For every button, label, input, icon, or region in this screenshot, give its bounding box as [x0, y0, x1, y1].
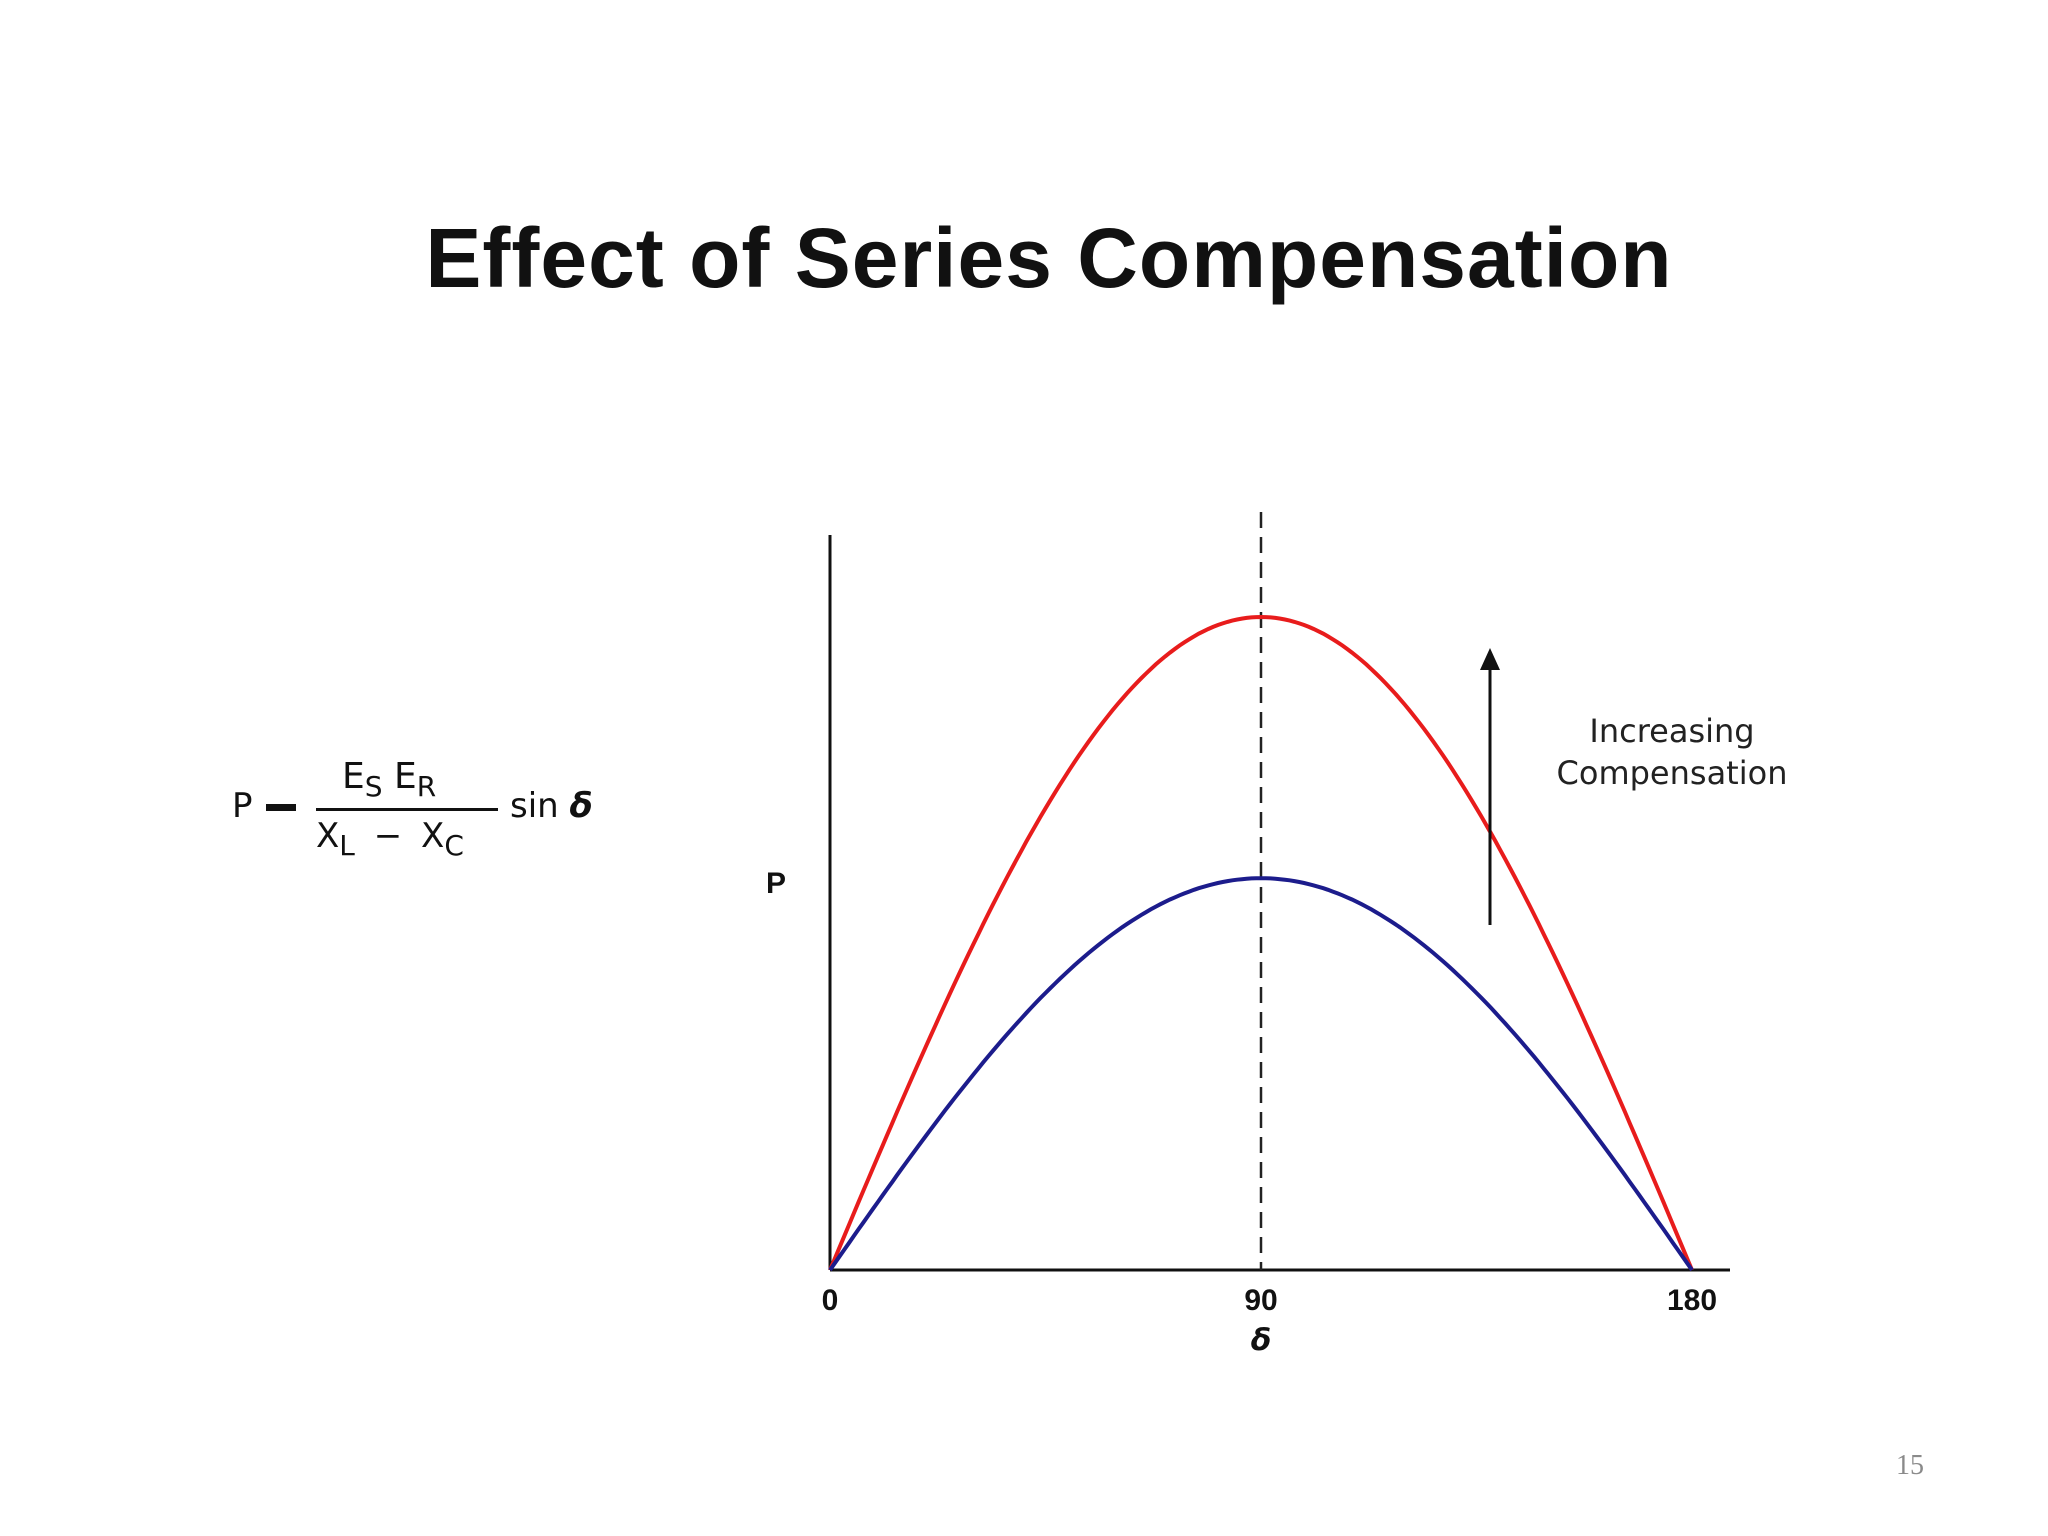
xc-symbol: X	[421, 816, 445, 856]
sin-function: sin	[510, 786, 559, 826]
xc-subscript: C	[444, 829, 464, 862]
fraction-bar	[316, 808, 498, 811]
formula-numerator: ES ER	[342, 756, 436, 803]
x-axis-label: δ	[1251, 1323, 1272, 1358]
power-formula: P ES ER XL − XC sin δ	[232, 756, 632, 866]
minus-sign: −	[373, 816, 403, 856]
formula-denominator: XL − XC	[316, 816, 464, 862]
formula-lhs: P	[232, 786, 253, 826]
delta-symbol: δ	[569, 786, 593, 826]
slide-title: Effect of Series Compensation	[425, 211, 1673, 305]
annotation-line-1: Increasing	[1589, 712, 1754, 750]
annotation-line-2: Compensation	[1557, 754, 1788, 792]
y-axis-label: P	[766, 867, 786, 900]
x-tick-label: 90	[1244, 1284, 1277, 1317]
xl-subscript: L	[339, 829, 355, 862]
equals-sign	[266, 804, 296, 811]
page-number: 15	[1896, 1450, 1924, 1481]
compensation-arrowhead-icon	[1480, 648, 1500, 670]
x-tick-label: 0	[822, 1284, 839, 1317]
x-tick-label: 180	[1667, 1284, 1717, 1317]
es-symbol: E	[342, 756, 365, 797]
er-subscript: R	[416, 770, 437, 803]
es-subscript: S	[364, 770, 383, 803]
er-symbol: E	[393, 756, 417, 797]
xl-symbol: X	[316, 816, 340, 856]
formula-rhs: sin δ	[510, 786, 593, 826]
